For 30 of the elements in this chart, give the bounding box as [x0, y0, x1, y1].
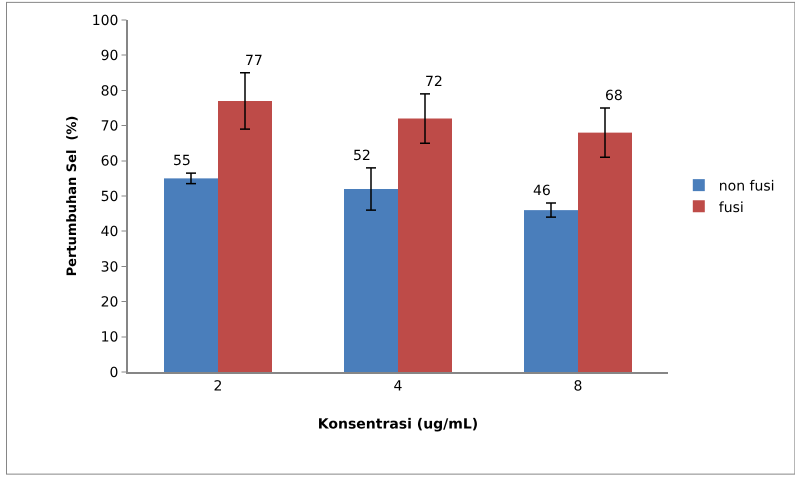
data-label: 52 — [353, 148, 371, 164]
legend-label: non fusi — [718, 178, 775, 195]
y-tick-label: 60 — [100, 154, 118, 170]
x-tick-label: 4 — [394, 378, 403, 395]
y-tick-label: 90 — [100, 48, 118, 64]
y-tick-label: 50 — [100, 188, 118, 205]
bar — [218, 100, 272, 372]
y-tick-label: 70 — [100, 118, 118, 134]
data-label: 55 — [173, 153, 191, 169]
y-tick-label: 100 — [92, 12, 118, 29]
legend-label: fusi — [718, 200, 744, 216]
x-axis-title: Konsentrasi (ug/mL) — [318, 416, 478, 432]
y-tick-label: 30 — [100, 259, 118, 276]
bar — [524, 210, 578, 372]
y-tick-label: 20 — [100, 294, 118, 310]
data-label: 68 — [605, 88, 623, 104]
y-tick-label: 0 — [110, 364, 118, 381]
y-tick-label: 10 — [100, 330, 118, 346]
data-label: 72 — [425, 74, 443, 90]
y-tick-label: 80 — [100, 83, 118, 100]
x-tick-label: 8 — [574, 378, 582, 395]
data-label: 77 — [245, 53, 263, 69]
y-axis-title: Pertumbuhan Sel (%) — [65, 116, 80, 276]
bar — [344, 188, 398, 372]
bar — [398, 118, 452, 372]
data-label: 46 — [533, 183, 551, 199]
bar — [578, 132, 632, 372]
bar — [164, 178, 218, 372]
y-tick-label: 40 — [100, 224, 118, 240]
x-tick-label: 2 — [214, 378, 222, 395]
